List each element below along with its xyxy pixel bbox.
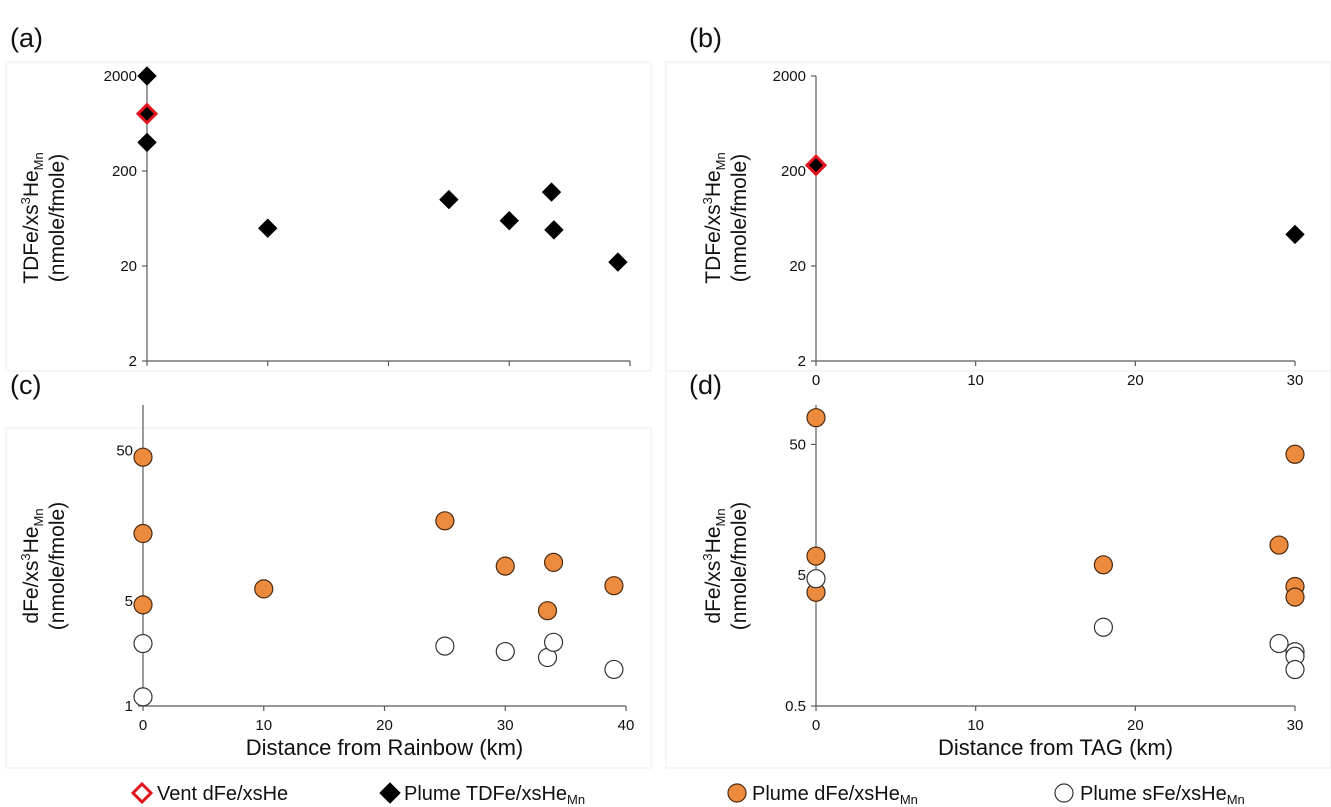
x-tick-label: 30 — [1287, 717, 1304, 734]
panel-label: (b) — [689, 23, 722, 53]
y-tick-label: 2000 — [104, 68, 137, 85]
vent-point — [135, 102, 159, 125]
legend-plume-sfe-label: Plume sFe/xsHeMn — [1080, 783, 1245, 807]
plume_sfe-point — [1269, 633, 1289, 654]
legend-plume-tdfe-label: Plume TDFe/xsHeMn — [404, 783, 585, 807]
legend-plume-tdfe-marker — [379, 782, 401, 804]
panel-a: (a) 2 20 200 2000 TDFe/xs3HeMn (nmole/fmole) — [10, 23, 631, 370]
x-tick-label: 30 — [1287, 372, 1304, 389]
panel-label: (d) — [689, 370, 722, 400]
y-axis-title-line2: (nmole/fmole) — [728, 154, 751, 282]
x-tick-label: 20 — [1127, 717, 1144, 734]
panel-b: (b) 2 20 200 2000 0 10 20 30 TDFe/xs3HeMn (nmole/f… — [689, 23, 1305, 389]
legend-plume-dfe-label: Plume dFe/xsHeMn — [752, 783, 918, 807]
panel-frame-1 — [665, 61, 1331, 372]
plume_tdfe-point — [137, 132, 157, 153]
x-tick-label: 0 — [812, 717, 820, 734]
y-tick-label: 5 — [798, 567, 806, 584]
vent-point — [804, 154, 828, 177]
plume_sfe-point — [133, 687, 153, 707]
plume_dfe-point — [806, 546, 826, 566]
y-axis-title-line2: (nmole/fmole) — [46, 502, 69, 630]
y-axis-title-line1: dFe/xs3HeMn — [700, 508, 728, 623]
plume_tdfe-point — [499, 210, 519, 231]
y-axis-title: dFe/xs3HeMn (nmole/fmole) — [700, 502, 751, 630]
x-tick-label: 20 — [376, 717, 393, 734]
plume_sfe-point — [1285, 659, 1305, 680]
y-axis-title: TDFe/xs3HeMn (nmole/fmole) — [18, 152, 69, 284]
plume_tdfe-point — [544, 220, 564, 240]
plume_dfe-point — [133, 523, 153, 544]
plume_dfe-point — [435, 511, 455, 531]
plume_dfe-point — [254, 579, 274, 599]
plume_dfe-point — [1285, 444, 1305, 464]
plume_tdfe-point — [541, 182, 562, 202]
y-axis-title: dFe/xs3HeMn (nmole/fmole) — [18, 502, 69, 630]
legend-vent-label: Vent dFe/xsHe — [157, 783, 288, 805]
y-axis-title-line2: (nmole/fmole) — [46, 154, 69, 282]
y-tick-label: 20 — [120, 258, 137, 275]
plume_sfe-point — [435, 636, 455, 656]
x-tick-label: 10 — [967, 372, 984, 389]
plume_tdfe-point — [608, 252, 628, 272]
x-tick-label: 0 — [139, 717, 147, 734]
y-axis-title: TDFe/xs3HeMn (nmole/fmole) — [700, 152, 751, 284]
plume_dfe-point — [543, 552, 564, 572]
plume_tdfe-point — [1285, 224, 1305, 245]
x-tick-label: 40 — [618, 717, 635, 734]
plume_dfe-point — [1093, 555, 1114, 575]
plume_dfe-point — [604, 576, 624, 596]
x-tick-label: 30 — [497, 717, 514, 734]
legend-plume-dfe-marker — [727, 783, 747, 803]
y-tick-label: 2000 — [773, 68, 806, 85]
panel-frame-2 — [5, 427, 652, 769]
y-tick-label: 20 — [789, 258, 806, 275]
x-tick-label: 10 — [255, 717, 272, 734]
y-tick-label: 2 — [798, 353, 806, 370]
y-axis-title-line2: (nmole/fmole) — [728, 502, 751, 630]
y-tick-label: 5 — [125, 593, 133, 610]
plume_sfe-point — [806, 569, 826, 589]
y-axis-title-line1: dFe/xs3HeMn — [18, 508, 46, 623]
y-tick-label: 50 — [789, 436, 806, 453]
y-axis-title-line1: TDFe/xs3HeMn — [700, 152, 728, 284]
x-axis-title: Distance from Rainbow (km) — [246, 735, 524, 760]
x-tick-label: 10 — [967, 717, 984, 734]
plume_dfe-point — [1269, 535, 1289, 555]
plume_tdfe-point — [439, 189, 459, 210]
plume_dfe-point — [537, 601, 558, 621]
x-tick-label: 0 — [812, 372, 820, 389]
plume_tdfe-point — [137, 66, 157, 86]
y-axis-title-line1: TDFe/xs3HeMn — [18, 152, 46, 284]
y-tick-label: 0.5 — [785, 698, 806, 715]
legend-plume-sfe-marker — [1054, 783, 1074, 803]
plume_dfe-point — [133, 595, 153, 615]
panel-c: (c) 1 5 50 0 10 20 30 40 Distance from Rainbow (k… — [10, 370, 634, 760]
panel-d: (d) 0.5 5 50 0 10 20 30 Distance from TAG (km) dF… — [689, 370, 1305, 760]
plume_dfe-point — [806, 408, 826, 428]
legend-vent-marker — [130, 781, 154, 805]
panel-frame-3 — [665, 370, 1331, 769]
plume_sfe-point — [604, 659, 624, 680]
y-tick-label: 200 — [781, 163, 806, 180]
plume_sfe-point — [133, 633, 153, 654]
plume_sfe-point — [543, 632, 564, 652]
y-tick-label: 2 — [129, 353, 137, 370]
plume_dfe-point — [495, 556, 515, 576]
y-tick-label: 1 — [125, 698, 133, 715]
plume_sfe-point — [1093, 617, 1114, 637]
plume_dfe-point — [133, 447, 153, 467]
x-axis-title: Distance from TAG (km) — [938, 735, 1173, 760]
panel-label: (a) — [10, 23, 43, 53]
y-tick-label: 50 — [116, 442, 133, 459]
plume_tdfe-point — [258, 218, 278, 238]
panel-frame-0 — [5, 61, 652, 372]
plume_sfe-point — [495, 641, 515, 662]
legend: Vent dFe/xsHe Plume TDFe/xsHeMn Plume dFe/… — [130, 781, 1245, 807]
x-tick-label: 20 — [1127, 372, 1144, 389]
y-tick-label: 200 — [112, 163, 137, 180]
plume_dfe-point — [1285, 587, 1305, 607]
panel-label: (c) — [10, 370, 41, 400]
